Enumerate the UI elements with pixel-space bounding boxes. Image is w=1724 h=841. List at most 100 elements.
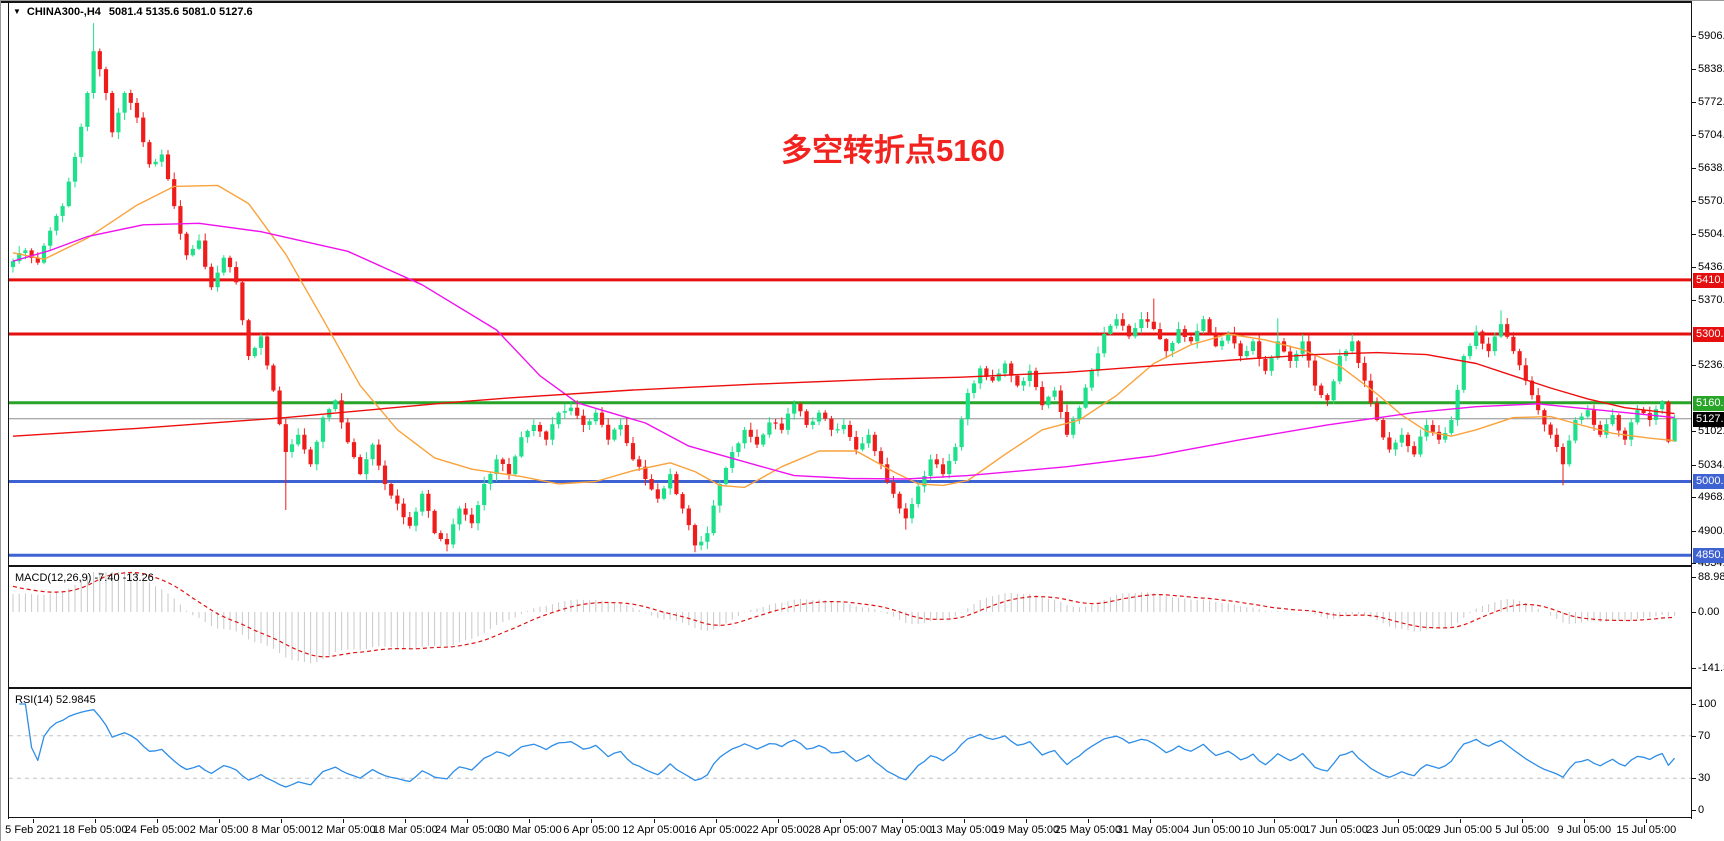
candle-body <box>221 257 226 273</box>
time-axis-label: 23 Jun 05:00 <box>1366 824 1430 836</box>
candle-body <box>680 494 685 509</box>
candle-body <box>364 459 369 475</box>
candle-body <box>581 415 586 425</box>
candle-body <box>804 411 809 425</box>
candle-body <box>606 424 611 440</box>
time-axis-label: 2 Mar 05:00 <box>189 824 249 836</box>
time-axis[interactable]: 5 Feb 2021 18 Feb 05:00 24 Feb 05:00 2 Mar … <box>1 819 1724 841</box>
axis-tick-mark <box>1692 201 1696 202</box>
candle-body <box>1095 353 1101 371</box>
candle-body <box>240 282 245 321</box>
candle-body <box>172 179 177 207</box>
candle-body <box>1102 333 1107 354</box>
candle-body <box>79 126 84 157</box>
candle-body <box>351 442 357 458</box>
price-level-badge-5160.0: 5160.0 <box>1693 396 1724 411</box>
price-chart[interactable] <box>9 3 1691 567</box>
candle-body <box>1591 410 1597 425</box>
candle-body <box>984 368 989 377</box>
price-axis-tick: 5236.0 <box>1698 359 1724 371</box>
price-chart-panel[interactable]: ▼ CHINA300-,H4 5081.4 5135.6 5081.0 5127.6… <box>9 3 1691 567</box>
candle-body <box>1201 319 1206 331</box>
candle-body <box>1312 360 1318 386</box>
candle-body <box>382 465 388 484</box>
rsi-chart[interactable] <box>9 691 1691 818</box>
axis-tick-mark <box>1692 810 1696 811</box>
time-tick-mark <box>1025 819 1027 823</box>
time-tick-mark <box>1646 819 1648 823</box>
candle-body <box>1195 330 1200 342</box>
candle-body <box>314 441 319 465</box>
candle-body <box>1052 390 1057 397</box>
candle-body <box>723 467 729 484</box>
candle-body <box>103 69 109 93</box>
candle-body <box>1319 385 1324 396</box>
candle-body <box>1635 410 1640 423</box>
candle-body <box>599 412 605 425</box>
price-axis-tick: 4968.0 <box>1698 491 1724 503</box>
symbol-dropdown-icon[interactable]: ▼ <box>13 7 21 16</box>
time-tick-mark <box>777 819 779 823</box>
time-tick-mark <box>1087 819 1089 823</box>
candle-body <box>376 444 381 466</box>
candle-body <box>742 429 747 444</box>
candle-body <box>860 443 865 450</box>
rsi-axis-tick: 70 <box>1698 730 1711 742</box>
candle-body <box>413 511 419 526</box>
candle-body <box>568 407 574 412</box>
rsi-axis-tick: 100 <box>1698 698 1717 710</box>
candle-body <box>420 493 425 512</box>
candle-body <box>1567 440 1572 465</box>
time-axis-label: 18 Feb 05:00 <box>62 824 128 836</box>
candle-body <box>1666 401 1671 442</box>
time-tick-mark <box>1336 819 1338 823</box>
candle-body <box>370 444 375 460</box>
candle-body <box>1219 340 1225 347</box>
candle-body <box>1232 333 1237 344</box>
candle-body <box>190 248 195 256</box>
macd-axis-tick: 0.00 <box>1698 606 1720 618</box>
price-level-badge-5000.0: 5000.0 <box>1693 474 1724 489</box>
time-axis-label: 24 Mar 05:00 <box>434 824 500 836</box>
candle-body <box>785 413 791 430</box>
candle-body <box>1585 410 1590 417</box>
candle-body <box>296 434 301 445</box>
candle-body <box>1399 434 1404 443</box>
candle-body <box>1157 329 1163 340</box>
candle-body <box>1350 341 1355 352</box>
macd-indicator-panel[interactable]: MACD(12,26,9) -7.40 -13.26 <box>9 569 1691 689</box>
time-axis-label: 4 Jun 05:00 <box>1183 824 1241 836</box>
candle-body <box>878 451 884 465</box>
candle-body <box>686 508 691 526</box>
candle-body <box>1151 321 1156 330</box>
chart-title-row: ▼ CHINA300-,H4 5081.4 5135.6 5081.0 5127.6 <box>13 6 253 18</box>
time-tick-mark <box>1274 819 1275 823</box>
candle-body <box>1529 380 1535 396</box>
candle-body <box>1455 389 1460 421</box>
axis-tick-mark <box>1692 497 1696 498</box>
macd-axis-tick: -141.39 <box>1698 662 1724 674</box>
candle-body <box>668 474 673 489</box>
price-axis-tick: 4900.0 <box>1698 525 1724 537</box>
candle-body <box>153 161 158 165</box>
price-level-badge-5300.0: 5300.0 <box>1693 327 1724 342</box>
candle-body <box>798 403 803 412</box>
candle-body <box>953 447 958 461</box>
axis-tick-mark <box>1692 778 1696 779</box>
candle-body <box>72 156 78 182</box>
candle-body <box>463 508 468 515</box>
candle-body <box>1089 370 1094 388</box>
candle-body <box>134 102 140 118</box>
candle-body <box>1672 418 1677 442</box>
candle-body <box>333 400 338 410</box>
macd-chart[interactable] <box>9 569 1691 689</box>
candle-body <box>903 508 908 519</box>
rsi-indicator-panel[interactable]: RSI(14) 52.9845 <box>9 691 1691 818</box>
time-axis-label: 16 Apr 05:00 <box>684 824 747 836</box>
candle-body <box>835 429 840 431</box>
candle-body <box>141 117 146 143</box>
candle-body <box>1548 424 1553 435</box>
time-axis-label: 12 Mar 05:00 <box>310 824 376 836</box>
candle-body <box>1653 409 1659 421</box>
candle-body <box>506 464 512 475</box>
